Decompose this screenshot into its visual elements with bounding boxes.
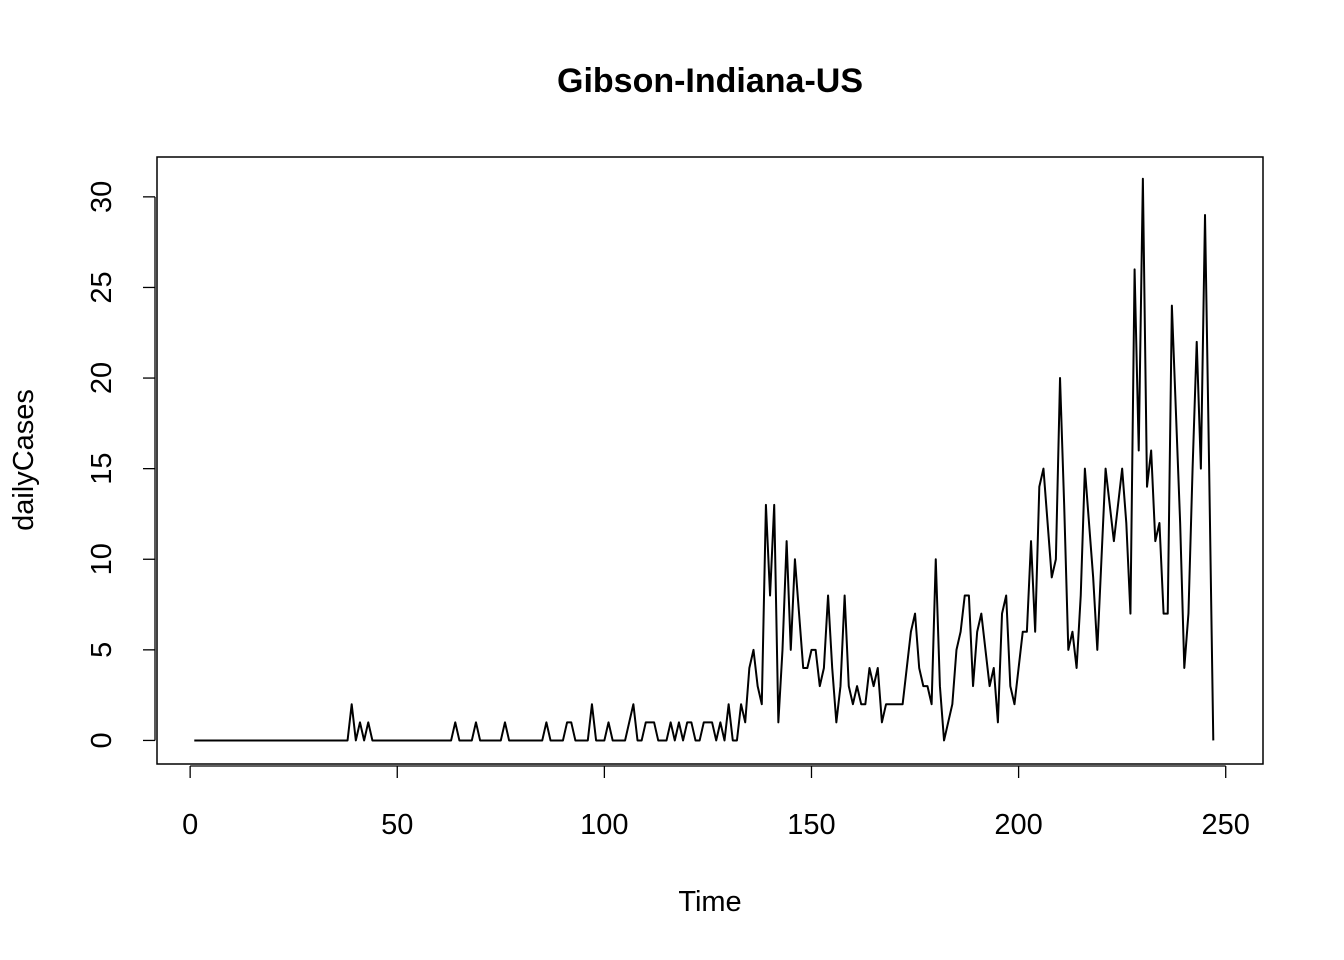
- x-tick-label: 200: [994, 809, 1042, 841]
- x-axis: 0 50 100 150 200 250: [182, 765, 1250, 841]
- y-axis-label: dailyCases: [8, 389, 40, 531]
- series-layer: [194, 177, 1215, 742]
- y-axis: 0 5 10 15 20 25 30: [86, 181, 156, 749]
- x-tick-label: 150: [787, 809, 835, 841]
- y-tick-label: 10: [86, 543, 118, 575]
- x-tick-label: 0: [182, 809, 198, 841]
- plot-area-frame: [156, 156, 1264, 765]
- series-line: [194, 177, 1215, 742]
- x-tick-label: 50: [381, 809, 413, 841]
- x-tick-label: 100: [580, 809, 628, 841]
- y-tick-label: 20: [86, 362, 118, 394]
- y-tick-label: 15: [86, 453, 118, 485]
- y-tick-label: 0: [86, 732, 118, 748]
- y-tick-label: 30: [86, 181, 118, 213]
- x-axis-label: Time: [678, 886, 741, 918]
- chart-title: Gibson-Indiana-US: [557, 62, 863, 100]
- y-tick-label: 25: [86, 271, 118, 303]
- y-tick-label: 5: [86, 642, 118, 658]
- x-tick-label: 250: [1202, 809, 1250, 841]
